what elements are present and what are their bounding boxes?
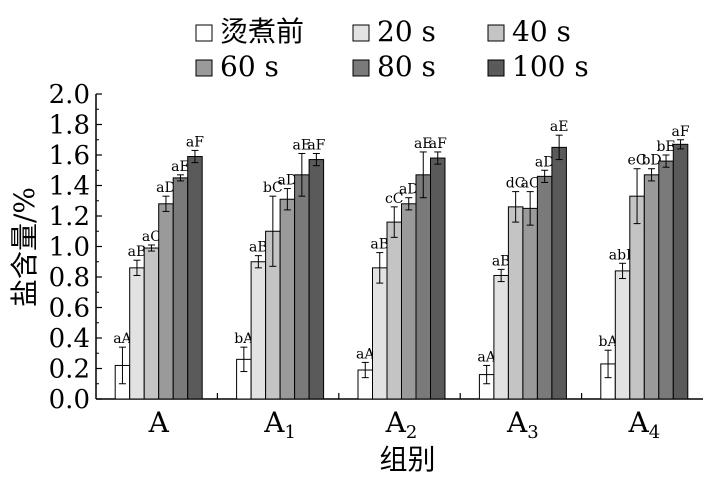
bar xyxy=(614,270,631,400)
significance-label: aA xyxy=(356,346,375,362)
y-tick-label: 0.0 xyxy=(49,385,90,415)
x-tick-label-subscript: 1 xyxy=(284,422,295,443)
significance-label: aE xyxy=(293,137,312,153)
bar xyxy=(401,203,417,400)
x-tick-label: A xyxy=(148,406,170,439)
significance-label: aB xyxy=(370,237,389,253)
x-tick-label-subscript: 4 xyxy=(649,422,660,443)
y-tick-label: 0.4 xyxy=(49,324,90,354)
bar xyxy=(658,160,674,400)
y-tick-label: 1.4 xyxy=(49,172,90,202)
significance-label: aF xyxy=(429,136,447,152)
significance-label: aF xyxy=(672,124,690,140)
significance-label: aC xyxy=(521,176,540,192)
significance-label: bD xyxy=(641,153,661,169)
significance-label: aD xyxy=(535,154,555,170)
y-axis-title: 盐含量/% xyxy=(8,187,41,307)
y-tick-label: 0.6 xyxy=(49,294,90,324)
significance-label: aE xyxy=(550,119,569,135)
bar xyxy=(522,207,538,400)
bar xyxy=(536,175,553,400)
legend-swatch xyxy=(352,59,370,77)
x-tick-label: A1 xyxy=(263,406,296,443)
bar xyxy=(672,143,689,400)
bar xyxy=(507,206,524,400)
legend-swatch xyxy=(195,59,213,77)
significance-label: aE xyxy=(414,136,433,152)
bar xyxy=(143,247,160,400)
significance-label: aE xyxy=(171,159,190,175)
x-tick-label-base: A xyxy=(148,406,170,439)
significance-label: bA xyxy=(599,334,619,350)
legend-swatch xyxy=(487,24,505,42)
bar xyxy=(158,203,174,400)
significance-label: aA xyxy=(477,349,496,365)
legend-label: 100 s xyxy=(512,50,589,83)
significance-label: bA xyxy=(234,331,254,347)
bar xyxy=(430,157,446,400)
y-tick-label: 0.8 xyxy=(49,263,90,293)
significance-label: aB xyxy=(249,240,268,256)
y-tick-label: 1.6 xyxy=(49,141,90,171)
bar xyxy=(551,146,567,400)
x-tick-label-subscript: 2 xyxy=(406,422,417,443)
bar xyxy=(386,221,402,400)
x-tick-label: A3 xyxy=(506,406,539,443)
legend-label: 烫煮前 xyxy=(220,15,304,48)
significance-label: aB xyxy=(492,253,511,269)
bar xyxy=(308,159,325,400)
legend-swatch xyxy=(487,59,505,77)
bar xyxy=(294,174,310,400)
significance-label: aA xyxy=(113,331,132,347)
x-tick-label: A2 xyxy=(385,406,418,443)
bar xyxy=(629,195,645,400)
legend-swatch xyxy=(195,24,213,42)
bar xyxy=(372,267,388,400)
y-tick-label: 1.8 xyxy=(49,111,90,141)
x-tick-label-base: A xyxy=(385,406,407,439)
significance-label: cC xyxy=(385,191,404,207)
y-tick-label: 0.2 xyxy=(49,355,90,385)
x-tick-label-base: A xyxy=(506,406,528,439)
bar xyxy=(493,274,509,400)
y-tick-label: 1.2 xyxy=(49,202,90,232)
significance-label: aD xyxy=(399,182,419,198)
significance-label: eC xyxy=(628,153,647,169)
significance-label: aD xyxy=(156,180,176,196)
bar xyxy=(643,174,660,400)
x-tick-label: A4 xyxy=(627,406,660,443)
x-tick-label-subscript: 3 xyxy=(527,422,538,443)
x-tick-label-base: A xyxy=(263,406,285,439)
significance-label: aC xyxy=(142,229,161,245)
bar xyxy=(187,156,203,400)
legend-label: 60 s xyxy=(220,50,279,83)
bar xyxy=(129,267,145,400)
significance-label: aF xyxy=(186,134,204,150)
bar xyxy=(172,177,189,400)
legend-label: 20 s xyxy=(377,15,436,48)
legend-label: 40 s xyxy=(512,15,571,48)
legend-swatch xyxy=(352,24,370,42)
significance-label: aF xyxy=(307,137,325,153)
y-tick-label: 2.0 xyxy=(49,80,90,110)
x-axis-title: 组别 xyxy=(379,443,435,476)
legend-label: 80 s xyxy=(377,50,436,83)
y-tick-label: 1.0 xyxy=(49,233,90,263)
significance-label: aD xyxy=(278,173,298,189)
bar xyxy=(250,261,267,400)
significance-label: bC xyxy=(263,180,283,196)
bar xyxy=(279,198,296,400)
significance-label: aB xyxy=(128,244,147,260)
x-tick-label-base: A xyxy=(627,406,649,439)
bar xyxy=(415,174,431,400)
significance-label: dC xyxy=(506,176,526,192)
significance-label: bE xyxy=(656,139,675,155)
